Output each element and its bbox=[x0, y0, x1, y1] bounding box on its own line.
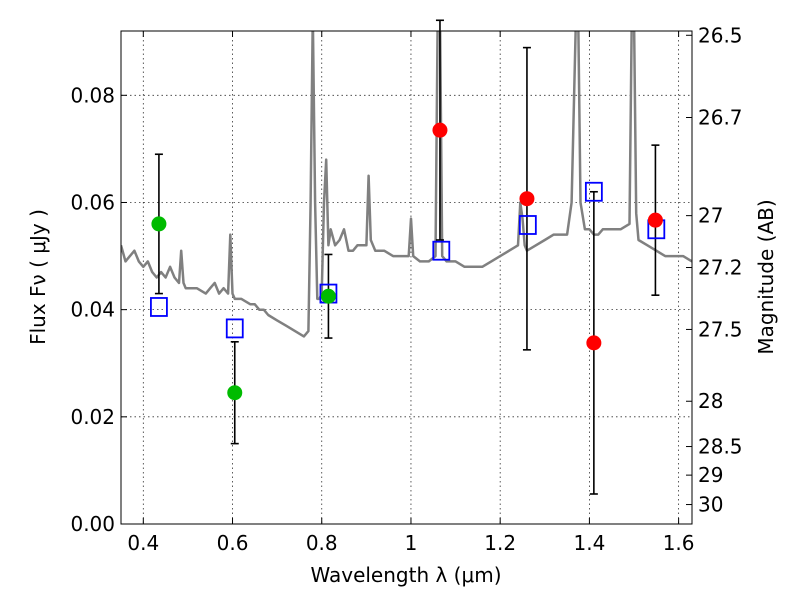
x-tick-label: 1.4 bbox=[573, 531, 605, 555]
blue-square-point bbox=[432, 240, 451, 261]
green-circle-point bbox=[320, 288, 336, 304]
x-axis-ticks: 0.4 0.6 0.8 1 1.2 1.4 1.6 bbox=[127, 31, 695, 555]
y-tick-label: 0.00 bbox=[70, 512, 115, 536]
y-axis-ticks: 0.00 0.02 0.04 0.06 0.08 bbox=[70, 83, 127, 536]
spectrum-line bbox=[121, 31, 692, 338]
plot-frame bbox=[120, 30, 693, 525]
blue-square-point bbox=[518, 215, 537, 235]
x-tick-label: 1.2 bbox=[484, 531, 516, 555]
x-tick-label: 1.6 bbox=[663, 531, 695, 555]
right-tick-label: 27 bbox=[698, 204, 723, 228]
blue-square-point bbox=[225, 318, 244, 339]
markers bbox=[150, 122, 666, 401]
y-tick-label: 0.06 bbox=[70, 190, 115, 214]
x-tick-label: 0.6 bbox=[217, 531, 249, 555]
red-circle-point bbox=[519, 191, 535, 207]
right-tick-label: 30 bbox=[698, 493, 723, 517]
blue-square-point bbox=[584, 181, 603, 202]
red-circle-point bbox=[647, 212, 663, 228]
right-tick-label: 27.2 bbox=[698, 256, 743, 280]
x-tick-label: 0.4 bbox=[127, 531, 159, 555]
grid bbox=[121, 31, 692, 525]
red-circle-point bbox=[432, 122, 448, 138]
y-tick-label: 0.04 bbox=[70, 298, 115, 322]
plot-area bbox=[121, 31, 692, 338]
green-circle-point bbox=[151, 216, 167, 232]
y-tick-label: 0.02 bbox=[70, 405, 115, 429]
right-tick-label: 26.5 bbox=[698, 23, 743, 47]
right-tick-label: 27.5 bbox=[698, 317, 743, 341]
right-axis-ticks: 26.5 26.7 27 27.2 27.5 28 28.5 29 30 bbox=[686, 23, 743, 517]
y-tick-label: 0.08 bbox=[70, 83, 115, 107]
right-tick-label: 28 bbox=[698, 389, 723, 413]
green-circle-point bbox=[227, 385, 243, 401]
x-axis-label: Wavelength λ (μm) bbox=[310, 563, 501, 587]
x-tick-label: 0.8 bbox=[306, 531, 338, 555]
x-tick-label: 1 bbox=[405, 531, 418, 555]
red-circle-point bbox=[586, 335, 602, 351]
right-tick-label: 26.7 bbox=[698, 106, 743, 130]
y-axis-label: Flux Fν ( μJy ) bbox=[26, 209, 50, 345]
right-tick-label: 29 bbox=[698, 463, 723, 487]
right-tick-label: 28.5 bbox=[698, 435, 743, 459]
blue-square-point bbox=[150, 297, 168, 317]
right-axis-label: Magnitude (AB) bbox=[754, 199, 778, 354]
